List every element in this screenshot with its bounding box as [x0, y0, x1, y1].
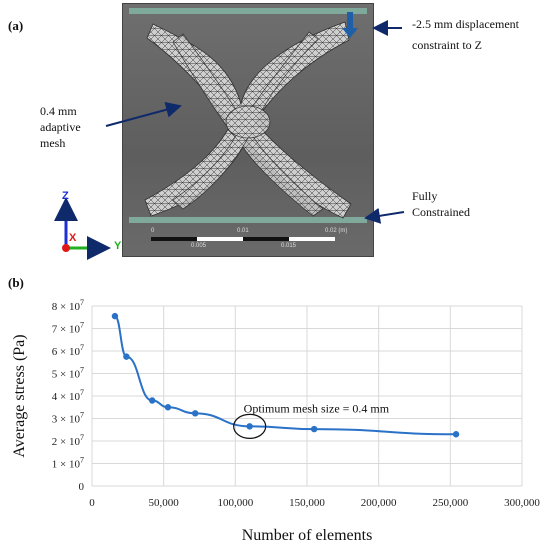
- data-point: [246, 423, 253, 430]
- y-tick-label: 8 × 107: [52, 298, 84, 313]
- x-tick-labels: 0 50,000 100,000 150,000 200,000 250,000 300,0…: [89, 497, 540, 509]
- x-tick-label: 300,000: [504, 497, 540, 509]
- scale-tick-3: 0.005: [191, 243, 207, 249]
- data-point: [452, 431, 460, 438]
- fixed-annotation: Fully Constrained: [412, 188, 470, 220]
- y-tick-label: 5 × 107: [52, 366, 84, 381]
- data-point: [123, 353, 130, 360]
- panel-a-label: (a): [8, 18, 24, 33]
- y-axis-title: Average stress (Pa): [11, 334, 28, 457]
- bottom-plate: [129, 217, 367, 223]
- lattice-struts: [144, 21, 352, 219]
- x-tick-label: 150,000: [289, 497, 325, 509]
- mesh-line-2: adaptive: [40, 120, 81, 134]
- optimum-highlight-ellipse: [233, 413, 267, 439]
- y-axis-label: Y: [114, 240, 122, 252]
- y-tick-labels: 0 1 × 107 2 × 107 3 × 107 4 × 107 5 × 107 6 × …: [52, 298, 85, 493]
- y-tick-label: 3 × 107: [52, 411, 84, 426]
- mesh-line-3: mesh: [40, 136, 66, 150]
- scale-tick-4: 0.015: [281, 243, 297, 249]
- x-axis-label: X: [69, 232, 77, 244]
- displacement-line-2: constraint to Z: [412, 38, 482, 52]
- data-point: [164, 404, 172, 411]
- displacement-line-1: -2.5 mm displacement: [412, 17, 519, 31]
- y-tick-label: 0: [79, 481, 85, 493]
- panel-b-label: (b): [8, 275, 24, 290]
- y-tick-label: 1 × 107: [52, 456, 84, 471]
- top-plate: [129, 8, 367, 14]
- scale-tick-0: 0: [151, 228, 155, 234]
- fixed-line-1: Fully: [412, 189, 438, 203]
- fixed-arrow: [364, 207, 405, 224]
- x-tick-label: 250,000: [432, 497, 468, 509]
- lattice-mesh-graphic: [129, 8, 367, 241]
- x-axis-dot: [62, 244, 70, 252]
- x-tick-label: 100,000: [217, 497, 253, 509]
- series-line: [113, 315, 457, 436]
- z-axis-label: Z: [62, 190, 69, 202]
- mesh-annotation: 0.4 mm adaptive mesh: [40, 103, 81, 151]
- data-point: [192, 410, 199, 417]
- chart-grid: [91, 305, 523, 487]
- mesh-line-1: 0.4 mm: [40, 104, 77, 118]
- y-tick-label: 7 × 107: [52, 321, 84, 336]
- x-tick-label: 50,000: [149, 497, 180, 509]
- x-tick-label: 200,000: [361, 497, 397, 509]
- scale-tick-1: 0.01: [237, 228, 249, 234]
- data-point: [149, 397, 156, 404]
- x-tick-label: 0: [89, 497, 95, 509]
- displacement-annotation: -2.5 mm displacement constraint to Z: [412, 16, 519, 53]
- scale-tick-2: 0.02 (m): [325, 228, 348, 234]
- y-tick-label: 2 × 107: [52, 433, 84, 448]
- annotation-arrows: [54, 20, 405, 260]
- fixed-line-2: Constrained: [412, 205, 470, 219]
- x-axis-title: Number of elements: [242, 527, 373, 542]
- mesh-arrow: [105, 101, 182, 127]
- data-points: [111, 312, 460, 438]
- stress-chart: 0 1 × 107 2 × 107 3 × 107 4 × 107 5 × 107 6 × …: [11, 298, 540, 542]
- optimum-annotation: Optimum mesh size = 0.4 mm: [244, 401, 390, 415]
- lattice-mesh-render: 0 0.01 0.02 (m) 0.005 0.015: [122, 3, 374, 257]
- scale-bar: [151, 237, 335, 241]
- load-arrow-shaft: [347, 12, 353, 28]
- load-arrow-head: [342, 28, 358, 38]
- data-point: [111, 312, 119, 320]
- data-point: [310, 425, 318, 433]
- y-tick-label: 4 × 107: [52, 388, 84, 403]
- y-tick-label: 6 × 107: [52, 343, 84, 358]
